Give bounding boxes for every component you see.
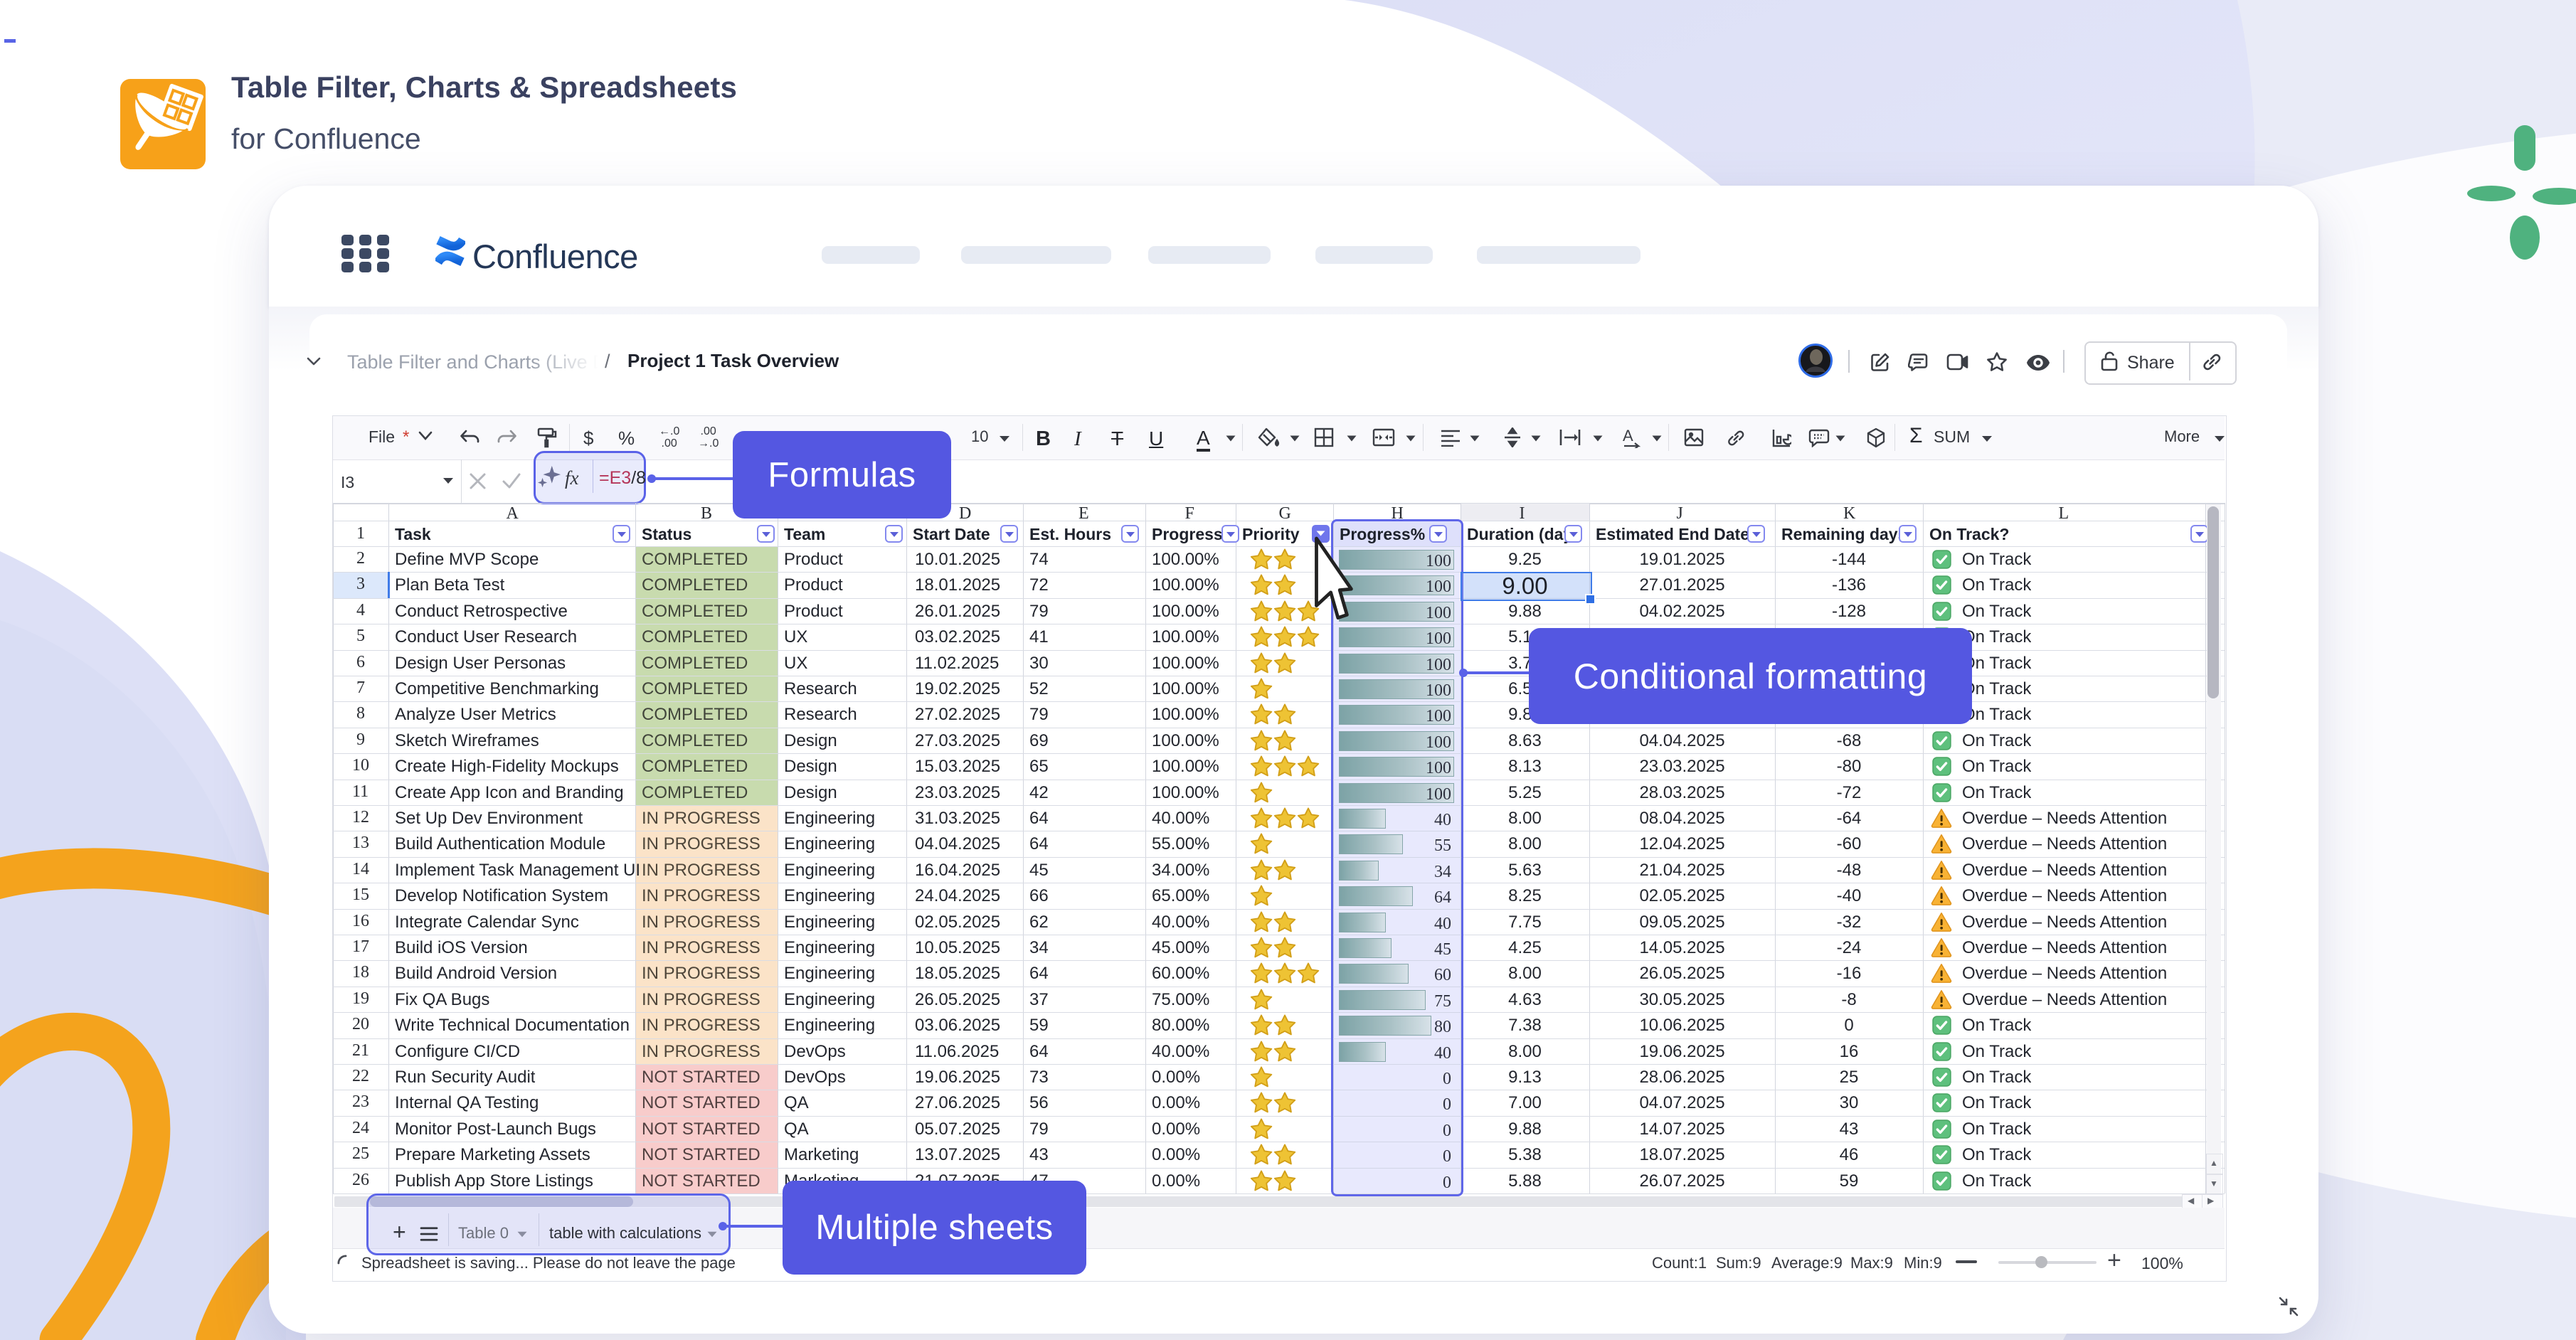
svg-text:A: A	[1623, 428, 1633, 445]
